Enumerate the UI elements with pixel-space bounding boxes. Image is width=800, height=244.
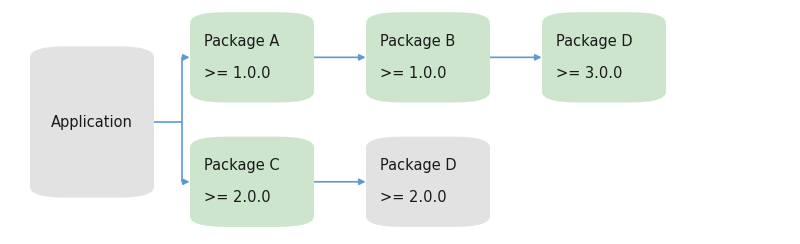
Text: Package B: Package B bbox=[381, 34, 456, 49]
Text: >= 1.0.0: >= 1.0.0 bbox=[381, 66, 447, 81]
Text: >= 1.0.0: >= 1.0.0 bbox=[205, 66, 271, 81]
Text: Package D: Package D bbox=[557, 34, 633, 49]
FancyBboxPatch shape bbox=[190, 12, 314, 102]
Text: Package D: Package D bbox=[381, 158, 457, 173]
Text: Application: Application bbox=[51, 114, 133, 130]
Text: Package C: Package C bbox=[205, 158, 280, 173]
Text: Package A: Package A bbox=[205, 34, 280, 49]
FancyBboxPatch shape bbox=[366, 137, 490, 227]
FancyBboxPatch shape bbox=[30, 46, 154, 198]
Text: >= 2.0.0: >= 2.0.0 bbox=[205, 190, 271, 205]
Text: >= 2.0.0: >= 2.0.0 bbox=[381, 190, 447, 205]
FancyBboxPatch shape bbox=[366, 12, 490, 102]
FancyBboxPatch shape bbox=[542, 12, 666, 102]
FancyBboxPatch shape bbox=[190, 137, 314, 227]
Text: >= 3.0.0: >= 3.0.0 bbox=[557, 66, 622, 81]
